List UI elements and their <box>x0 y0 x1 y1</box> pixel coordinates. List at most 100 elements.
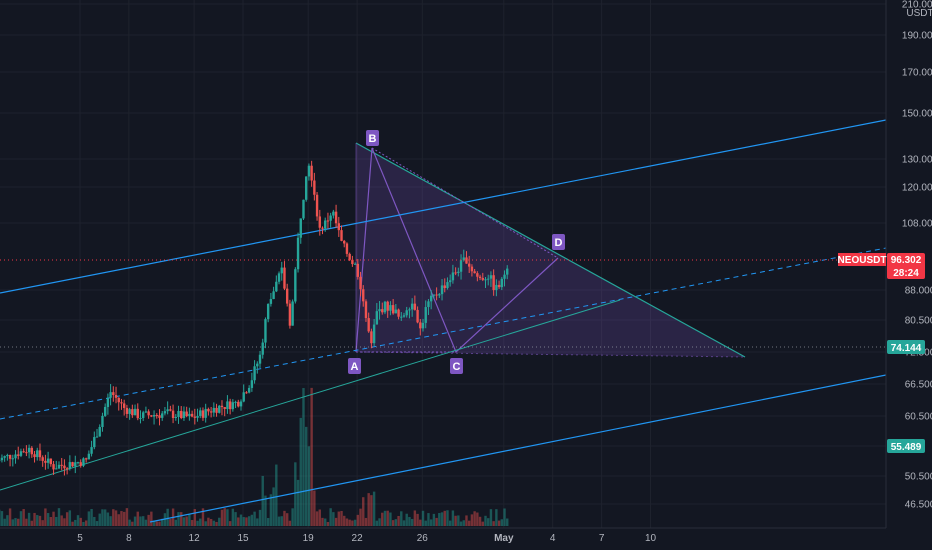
candle-body <box>326 220 330 222</box>
candle-body <box>215 407 218 413</box>
volume-bar <box>258 509 262 526</box>
candle-body <box>500 278 503 288</box>
candle-body <box>25 452 28 454</box>
candle-body <box>152 415 156 417</box>
candle-body <box>207 408 210 412</box>
last-price-tag <box>887 253 925 279</box>
candle-body <box>351 259 354 265</box>
time-tick-label: 26 <box>417 533 429 544</box>
volume-bar <box>386 510 389 526</box>
candle-body <box>405 310 408 316</box>
candle-body <box>122 403 126 408</box>
volume-bar <box>405 513 408 526</box>
candle-body <box>462 257 465 261</box>
volume-bar <box>367 493 370 526</box>
volume-bar <box>261 475 264 526</box>
time-tick-label: 4 <box>550 533 556 544</box>
volume-bar <box>166 508 169 526</box>
volume-bar <box>402 520 406 526</box>
candle-body <box>239 401 243 407</box>
volume-bar <box>326 521 330 526</box>
line-tag <box>887 439 925 453</box>
candle-body <box>481 278 484 280</box>
candle-body <box>125 407 129 414</box>
price-tick-label: 120.000 <box>902 183 932 194</box>
candle-body <box>337 223 340 231</box>
volume-bar <box>161 518 164 526</box>
time-tick-label: 15 <box>237 533 249 544</box>
candle-body <box>242 392 245 402</box>
volume-bar <box>237 517 240 526</box>
volume-bar <box>114 510 118 526</box>
candle-body <box>421 322 425 329</box>
volume-bar <box>272 487 275 526</box>
candle-body <box>318 216 321 228</box>
candle-body <box>30 447 34 455</box>
volume-bar <box>427 513 430 526</box>
candle-body <box>440 285 444 295</box>
time-tick-label: May <box>494 533 514 544</box>
volume-bar <box>239 514 243 526</box>
volume-bar <box>389 512 392 526</box>
candle-body <box>329 215 332 221</box>
volume-bar <box>95 521 99 526</box>
candle-body <box>275 281 278 292</box>
candle-body <box>495 284 498 291</box>
trend-lines <box>0 119 887 523</box>
volume-bar <box>451 510 455 526</box>
price-tick-label: 150.000 <box>902 109 932 120</box>
volume-bar <box>98 513 101 526</box>
candle-body <box>470 266 474 272</box>
volume-bar <box>212 520 216 526</box>
price-tick-label: 190.000 <box>902 31 932 42</box>
volume-bar <box>79 517 82 526</box>
volume-bar <box>291 508 294 526</box>
candle-body <box>359 276 362 290</box>
volume-bar <box>180 512 183 526</box>
volume-bar <box>315 511 319 526</box>
volume-bar <box>63 518 66 526</box>
candle-body <box>305 176 308 200</box>
candle-body <box>364 301 368 319</box>
candle-body <box>22 451 25 453</box>
candle-body <box>378 309 381 312</box>
volume-bar <box>459 521 463 526</box>
candle-body <box>383 301 387 313</box>
point-a-badge <box>348 358 361 374</box>
candle-body <box>302 199 305 219</box>
volume-bar <box>378 518 381 526</box>
candle-body <box>117 397 120 403</box>
candle-body <box>60 464 63 466</box>
volume-bar <box>332 512 335 526</box>
volume-bar <box>408 517 411 526</box>
time-tick-label: 10 <box>645 533 657 544</box>
candle-body <box>446 282 449 289</box>
candle-body <box>465 257 468 264</box>
volume-bar <box>185 516 188 526</box>
candle-body <box>147 411 150 416</box>
candle-body <box>44 460 47 463</box>
candle-body <box>63 465 66 469</box>
volume-bar <box>247 516 251 526</box>
time-tick-label: 22 <box>352 533 364 544</box>
candle-body <box>468 263 471 267</box>
volume-bar <box>492 521 495 526</box>
price-tick-label: 210.000 <box>902 0 932 11</box>
volume-bar <box>457 515 460 526</box>
candle-body <box>432 294 436 296</box>
volume-bar <box>125 508 129 526</box>
volume-bar <box>383 510 387 526</box>
volume-bar <box>90 508 93 526</box>
candle-body <box>169 409 172 411</box>
volume-bar <box>454 515 457 526</box>
volume-bar <box>253 511 256 526</box>
volume-bar <box>22 509 25 526</box>
point-c-label: C <box>453 361 461 373</box>
candle-body <box>68 462 72 469</box>
volume-bar <box>324 518 327 526</box>
candle-body <box>76 462 80 464</box>
candle-body <box>362 289 365 302</box>
candle-body <box>410 303 414 310</box>
volume-bar <box>68 510 72 526</box>
